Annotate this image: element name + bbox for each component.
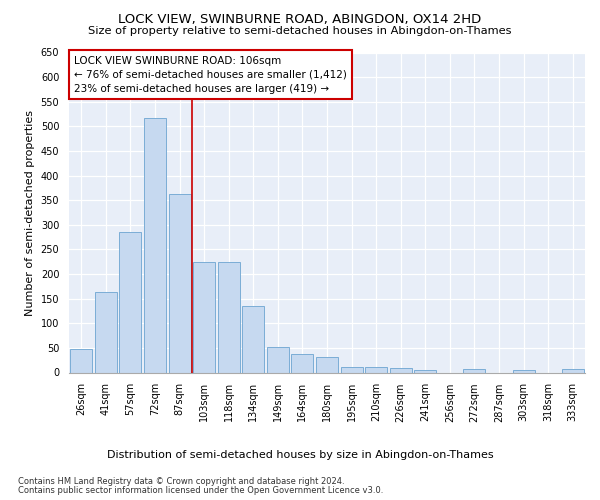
Bar xyxy=(242,306,265,372)
Text: Distribution of semi-detached houses by size in Abingdon-on-Thames: Distribution of semi-detached houses by … xyxy=(107,450,493,460)
Bar xyxy=(218,262,240,372)
Text: LOCK VIEW, SWINBURNE ROAD, ABINGDON, OX14 2HD: LOCK VIEW, SWINBURNE ROAD, ABINGDON, OX1… xyxy=(118,12,482,26)
Text: Contains public sector information licensed under the Open Government Licence v3: Contains public sector information licen… xyxy=(18,486,383,495)
Bar xyxy=(292,354,313,372)
Bar xyxy=(414,370,436,372)
Bar xyxy=(463,369,485,372)
Bar xyxy=(512,370,535,372)
Bar xyxy=(193,262,215,372)
Bar xyxy=(267,347,289,372)
Bar xyxy=(562,369,584,372)
Text: Size of property relative to semi-detached houses in Abingdon-on-Thames: Size of property relative to semi-detach… xyxy=(88,26,512,36)
Bar xyxy=(389,368,412,372)
Bar xyxy=(169,194,191,372)
Bar xyxy=(316,356,338,372)
Bar xyxy=(365,366,387,372)
Bar xyxy=(144,118,166,372)
Y-axis label: Number of semi-detached properties: Number of semi-detached properties xyxy=(25,110,35,316)
Bar xyxy=(70,350,92,372)
Bar xyxy=(341,366,362,372)
Bar xyxy=(119,232,142,372)
Text: LOCK VIEW SWINBURNE ROAD: 106sqm
← 76% of semi-detached houses are smaller (1,41: LOCK VIEW SWINBURNE ROAD: 106sqm ← 76% o… xyxy=(74,56,347,94)
Text: Contains HM Land Registry data © Crown copyright and database right 2024.: Contains HM Land Registry data © Crown c… xyxy=(18,477,344,486)
Bar xyxy=(95,292,117,372)
